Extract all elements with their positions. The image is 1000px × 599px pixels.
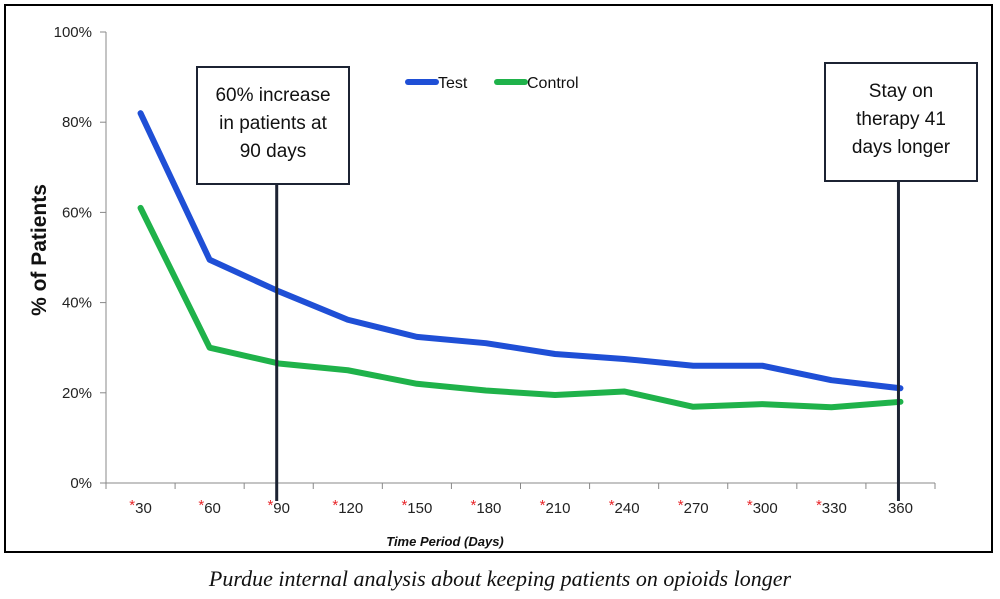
chart-caption: Purdue internal analysis about keeping p… [208, 566, 792, 591]
y-tick-label: 40% [62, 295, 92, 312]
annotation-text: Stay on [869, 81, 933, 102]
x-tick-label: *330 [816, 497, 847, 517]
annotation-text: therapy 41 [856, 109, 946, 130]
x-tick-label: *60 [198, 497, 221, 517]
annotation-text: days longer [852, 137, 951, 158]
x-tick-label: *300 [747, 497, 778, 517]
series-line-test [137, 110, 904, 392]
y-tick-label: 0% [70, 475, 92, 492]
x-tick-label: *120 [332, 497, 363, 517]
x-tick-label: *30 [129, 497, 152, 517]
y-tick-label: 20% [62, 385, 92, 402]
annotation-box [196, 66, 350, 185]
annotation-text: 60% increase [215, 85, 330, 106]
chart-frame [4, 4, 993, 553]
x-tick-label: *270 [678, 497, 709, 517]
annotation-text: in patients at [219, 113, 327, 134]
legend-label-control: Control [527, 75, 579, 92]
y-tick-label: 60% [62, 204, 92, 221]
annotation-box [824, 62, 978, 182]
series-line-control [137, 204, 904, 411]
legend-label-test: Test [438, 75, 468, 92]
x-tick-label: *90 [267, 497, 290, 517]
x-tick-label: *150 [401, 497, 432, 517]
y-axis-title: % of Patients [28, 184, 51, 316]
x-tick-label: *180 [471, 497, 502, 517]
x-tick-label: 360 [888, 500, 913, 517]
x-axis-title: Time Period (Days) [386, 534, 504, 549]
y-tick-label: 100% [54, 24, 92, 41]
x-tick-label: *240 [609, 497, 640, 517]
x-tick-label: *210 [540, 497, 571, 517]
y-tick-label: 80% [62, 114, 92, 131]
annotation-text: 90 days [240, 141, 307, 162]
chart: 0% 20% 40% 60% 80% 100% *30 *60 *90 *120 *150 *180 *… [28, 24, 978, 549]
